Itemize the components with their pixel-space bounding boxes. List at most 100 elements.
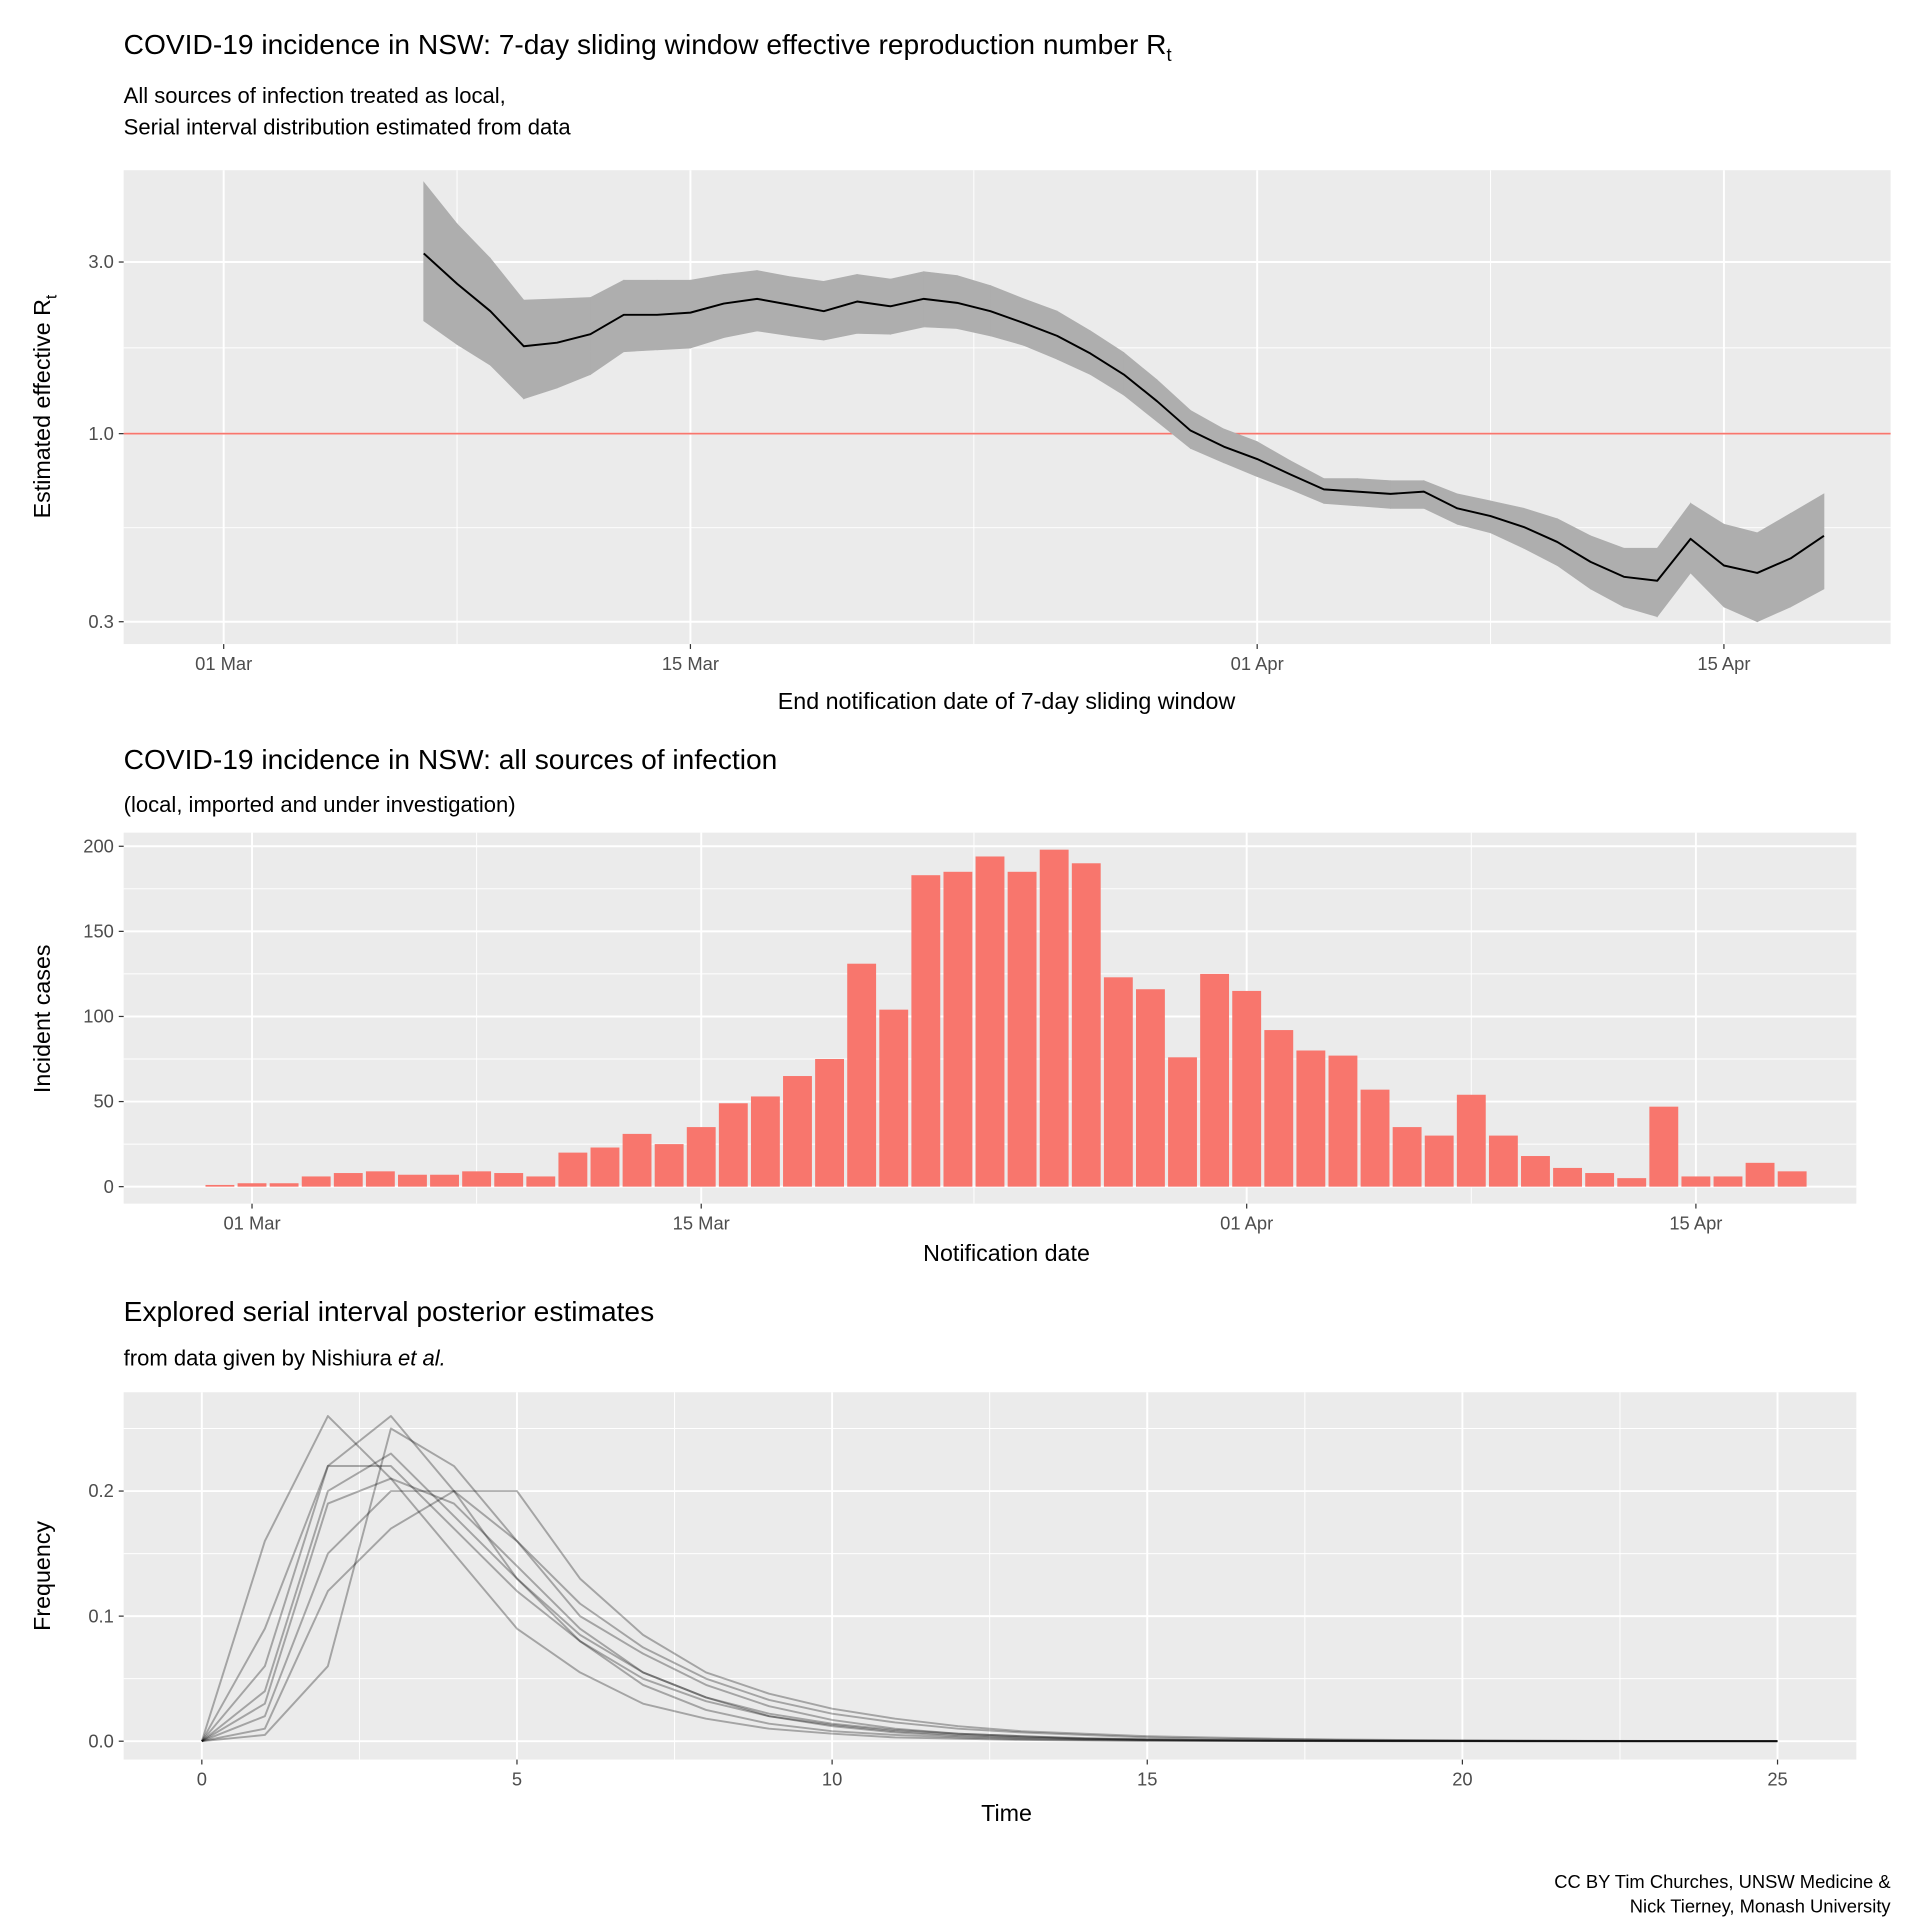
confidence-band (556, 297, 591, 389)
bar (1745, 1162, 1775, 1187)
line (423, 252, 1825, 582)
bar (1392, 1127, 1422, 1187)
y-axis-title: Estimated effective Rt (29, 294, 60, 518)
bar (1103, 977, 1133, 1187)
bar (847, 963, 877, 1187)
confidence-band (523, 298, 558, 400)
y-tick-label: 0.1 (88, 1605, 114, 1626)
y-tick-label: 0 (104, 1176, 114, 1197)
title-subscript: t (1166, 44, 1171, 65)
y-tick-label: 200 (83, 835, 114, 856)
bar (558, 1152, 588, 1187)
bar (398, 1174, 427, 1187)
line (201, 1427, 1778, 1743)
line (201, 1452, 1778, 1743)
bar (686, 1127, 716, 1187)
x-axis-title: End notification date of 7-day sliding w… (778, 688, 1236, 714)
y-title-subscript: t (43, 294, 60, 299)
x-tick-label: 01 Mar (195, 653, 252, 674)
bar (301, 1176, 331, 1187)
bar (622, 1133, 652, 1187)
bar (365, 1171, 395, 1187)
bar (1200, 973, 1230, 1187)
confidence-band (1723, 523, 1758, 623)
bar (1071, 863, 1101, 1187)
y-axis-title: Frequency (29, 1521, 55, 1631)
x-tick-label: 5 (512, 1768, 522, 1789)
x-axis-title: Time (981, 1800, 1032, 1826)
bar (1617, 1178, 1647, 1187)
bar (1649, 1106, 1679, 1187)
bar (1488, 1135, 1518, 1187)
bar (1007, 871, 1037, 1187)
chart-title: COVID-19 incidence in NSW: 7-day sliding… (124, 29, 1172, 65)
bar (1713, 1176, 1743, 1187)
x-tick-label: 15 Apr (1697, 653, 1750, 674)
bar (1456, 1094, 1486, 1187)
bar (1232, 990, 1262, 1187)
subtitle-text: from data given by Nishiura (124, 1345, 393, 1370)
y-tick-label: 0.0 (88, 1730, 114, 1751)
subtitle: from data given by Nishiura et al. (124, 1345, 446, 1370)
bar (1168, 1057, 1197, 1187)
line (200, 1415, 1778, 1743)
bar (1553, 1167, 1582, 1187)
bar (1681, 1176, 1711, 1187)
x-tick-label: 15 Mar (673, 1212, 730, 1233)
confidence-band (1756, 512, 1791, 623)
y-tick-label: 3.0 (88, 251, 114, 272)
caption: CC BY Tim Churches, UNSW Medicine & (1554, 1871, 1890, 1892)
title-text: COVID-19 incidence in NSW: 7-day sliding… (124, 29, 1167, 60)
caption: Nick Tierney, Monash University (1630, 1896, 1892, 1917)
subtitle-italic: et al. (398, 1345, 446, 1370)
bar (1328, 1055, 1358, 1187)
subtitle: Serial interval distribution estimated f… (124, 115, 572, 140)
chart-title: COVID-19 incidence in NSW: all sources o… (124, 744, 778, 775)
confidence-band (623, 279, 658, 353)
x-tick-label: 01 Apr (1220, 1212, 1273, 1233)
bar (1296, 1050, 1326, 1187)
y-tick-label: 0.3 (88, 611, 114, 632)
y-title-text: Estimated effective R (29, 299, 55, 518)
subtitle: All sources of infection treated as loca… (124, 83, 506, 108)
chart-title: Explored serial interval posterior estim… (124, 1296, 655, 1327)
bar (1585, 1173, 1615, 1187)
line (201, 1490, 1778, 1743)
y-tick-label: 100 (83, 1006, 114, 1027)
bar (879, 1009, 909, 1187)
x-tick-label: 20 (1452, 1768, 1472, 1789)
x-tick-label: 15 Apr (1669, 1212, 1722, 1233)
x-axis-title: Notification date (923, 1240, 1090, 1266)
bar (205, 1184, 235, 1187)
y-tick-label: 0.2 (88, 1480, 114, 1501)
x-tick-label: 15 Mar (662, 653, 719, 674)
bar (718, 1103, 748, 1187)
bar (654, 1144, 684, 1187)
bar (1777, 1171, 1807, 1187)
bar (1039, 849, 1069, 1187)
bar (333, 1173, 363, 1187)
bar (815, 1059, 845, 1187)
y-tick-label: 1.0 (88, 423, 114, 444)
bar (975, 856, 1005, 1187)
confidence-band (956, 275, 991, 337)
bar (750, 1096, 780, 1187)
line (201, 1415, 1778, 1743)
x-tick-label: 10 (822, 1768, 842, 1789)
line (200, 1465, 1778, 1743)
bar (269, 1183, 299, 1187)
bar (1360, 1089, 1390, 1187)
y-tick-label: 50 (93, 1091, 113, 1112)
x-tick-label: 0 (197, 1768, 207, 1789)
bar (237, 1183, 267, 1187)
bar (462, 1171, 492, 1187)
bar (526, 1176, 556, 1187)
x-tick-label: 01 Mar (223, 1212, 280, 1233)
confidence-band (1623, 547, 1658, 618)
bar (1135, 989, 1165, 1187)
subtitle: (local, imported and under investigation… (124, 792, 516, 817)
bar (1264, 1030, 1294, 1187)
confidence-band (1790, 493, 1825, 608)
bar (1424, 1135, 1454, 1187)
